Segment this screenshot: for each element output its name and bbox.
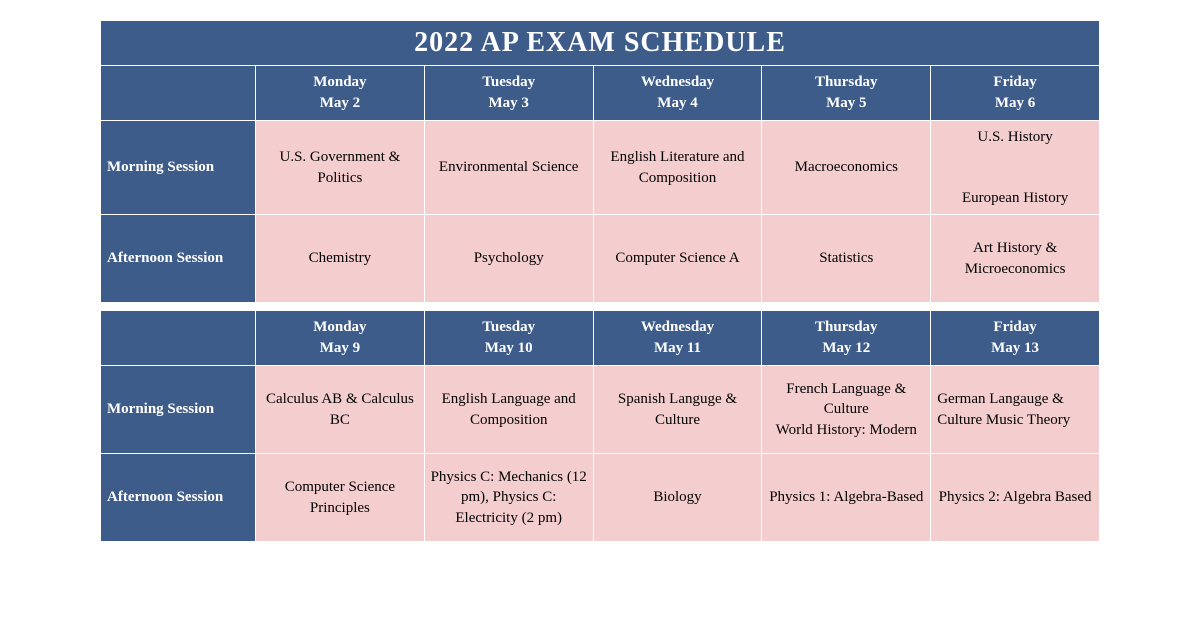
- day-header: MondayMay 2: [256, 66, 425, 121]
- exam-cell: Chemistry: [256, 215, 425, 303]
- afternoon-session-label: Afternoon Session: [101, 454, 256, 542]
- corner-cell: [101, 66, 256, 121]
- afternoon-session-label: Afternoon Session: [101, 215, 256, 303]
- exam-cell: Physics C: Mechanics (12 pm), Physics C:…: [424, 454, 593, 542]
- exam-cell: English Language and Composition: [424, 366, 593, 454]
- day-header: ThursdayMay 12: [762, 311, 931, 366]
- morning-session-label: Morning Session: [101, 366, 256, 454]
- day-header: WednesdayMay 11: [593, 311, 762, 366]
- exam-cell: Computer Science A: [593, 215, 762, 303]
- day-header: MondayMay 9: [256, 311, 425, 366]
- exam-cell: English Literature and Composition: [593, 121, 762, 215]
- exam-cell: Psychology: [424, 215, 593, 303]
- day-header: FridayMay 6: [931, 66, 1100, 121]
- exam-cell: German Langauge & Culture Music Theory: [931, 366, 1100, 454]
- day-header: ThursdayMay 5: [762, 66, 931, 121]
- exam-cell: Biology: [593, 454, 762, 542]
- exam-cell: Art History & Microeconomics: [931, 215, 1100, 303]
- morning-session-label: Morning Session: [101, 121, 256, 215]
- schedule-title: 2022 AP EXAM SCHEDULE: [101, 21, 1100, 66]
- exam-cell: Calculus AB & Calculus BC: [256, 366, 425, 454]
- day-header: TuesdayMay 3: [424, 66, 593, 121]
- corner-cell: [101, 311, 256, 366]
- schedule-table: 2022 AP EXAM SCHEDULE MondayMay 2 Tuesda…: [100, 20, 1100, 542]
- exam-cell: Physics 2: Algebra Based: [931, 454, 1100, 542]
- exam-cell: Spanish Languge & Culture: [593, 366, 762, 454]
- exam-cell: U.S. Government & Politics: [256, 121, 425, 215]
- exam-cell: U.S. HistoryEuropean History: [931, 121, 1100, 215]
- day-header: TuesdayMay 10: [424, 311, 593, 366]
- day-header: FridayMay 13: [931, 311, 1100, 366]
- day-header: WednesdayMay 4: [593, 66, 762, 121]
- exam-cell: Statistics: [762, 215, 931, 303]
- exam-cell: Physics 1: Algebra-Based: [762, 454, 931, 542]
- exam-cell: Macroeconomics: [762, 121, 931, 215]
- exam-cell: Environmental Science: [424, 121, 593, 215]
- exam-cell: Computer Science Principles: [256, 454, 425, 542]
- exam-cell: French Language & CultureWorld History: …: [762, 366, 931, 454]
